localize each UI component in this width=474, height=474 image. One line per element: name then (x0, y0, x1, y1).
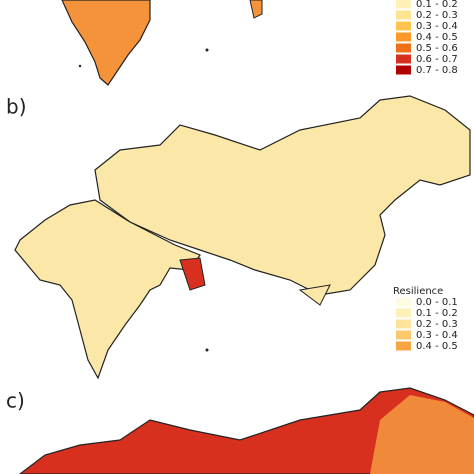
panel-label: c) (6, 389, 25, 413)
map-region (370, 395, 474, 474)
legend-swatch (396, 21, 411, 31)
map-region (14, 199, 201, 380)
island (78, 64, 82, 68)
island (205, 48, 209, 52)
map-region (249, 0, 263, 19)
legend-swatch (396, 308, 411, 318)
map-region (298, 284, 331, 306)
legend-swatch (396, 43, 411, 53)
legend-swatch (396, 0, 411, 9)
legend-swatch (396, 297, 411, 307)
legend-label: 0.5 - 0.6 (416, 43, 458, 54)
legend-swatch (396, 65, 411, 75)
panel-label: b) (6, 95, 27, 119)
map-region (19, 387, 474, 474)
legend-label: 0.3 - 0.4 (416, 330, 458, 341)
legend-label: 0.2 - 0.3 (416, 10, 458, 21)
legend-swatch (396, 330, 411, 340)
legend-label: 0.4 - 0.5 (416, 32, 458, 43)
legend-label: 0.6 - 0.7 (416, 54, 458, 65)
legend-label: 0.7 - 0.8 (416, 65, 458, 76)
legend-label: 0.2 - 0.3 (416, 319, 458, 330)
legend-swatch (396, 32, 411, 42)
legend-swatch (396, 10, 411, 20)
legend: Resilience 0.0 - 0.10.1 - 0.20.2 - 0.30.… (393, 286, 458, 352)
legend-label: 0.1 - 0.2 (416, 0, 458, 10)
legend-swatch (396, 319, 411, 329)
legend: 0.1 - 0.20.2 - 0.30.3 - 0.40.4 - 0.50.5 … (396, 0, 458, 76)
legend-title: Resilience (393, 286, 443, 297)
legend-label: 0.1 - 0.2 (416, 308, 458, 319)
map-region (61, 0, 151, 86)
map-region (94, 95, 471, 296)
legend-swatch (396, 54, 411, 64)
legend-label: 0.4 - 0.5 (416, 341, 458, 352)
map-region (179, 257, 206, 291)
island (205, 348, 209, 352)
legend-swatch (396, 341, 411, 351)
legend-label: 0.3 - 0.4 (416, 21, 458, 32)
legend-label: 0.0 - 0.1 (416, 297, 458, 308)
